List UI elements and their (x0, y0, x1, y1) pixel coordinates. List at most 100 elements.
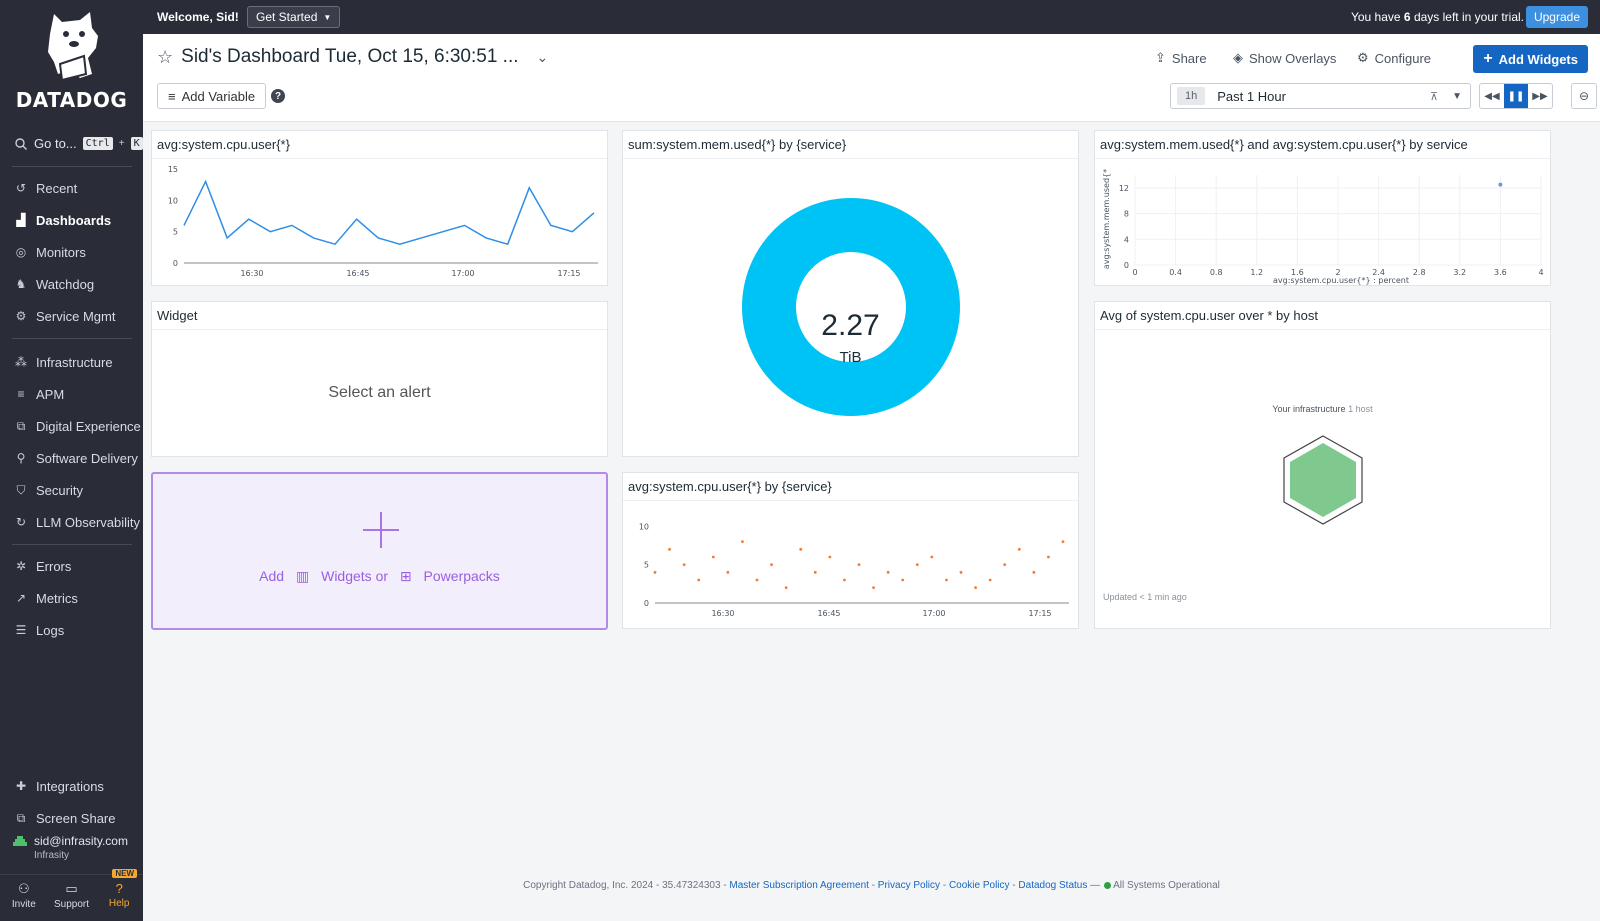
x-tick-label: 2.4 (1372, 268, 1385, 277)
chevron-down-icon[interactable]: ⌄ (536, 48, 549, 65)
sidebar-item-apm[interactable]: ≡ APM (14, 384, 64, 404)
page-title[interactable]: Sid's Dashboard Tue, Oct 15, 6:30:51 ... (181, 46, 519, 67)
sidebar-item-label: Infrastructure (36, 354, 113, 370)
add-widgets-button[interactable]: + Add Widgets (1473, 45, 1588, 73)
scatter-point (1498, 182, 1503, 187)
new-badge: NEW (112, 869, 138, 878)
sidebar-item-dashboards[interactable]: ▟ Dashboards (14, 210, 111, 230)
widget-hostmap[interactable]: Avg of system.cpu.user over * by host Yo… (1094, 301, 1551, 629)
scatter-point (697, 578, 701, 582)
sidebar-item-llm-observability[interactable]: ↻ LLM Observability (14, 512, 140, 532)
get-started-button[interactable]: Get Started ▼ (247, 6, 341, 28)
sidebar-item-metrics[interactable]: ↗ Metrics (14, 588, 78, 608)
upgrade-button[interactable]: Upgrade (1525, 6, 1588, 28)
sidebar-item-digital-experience[interactable]: ⧉ Digital Experience (14, 416, 141, 436)
add-widgets-dropzone[interactable]: Add ▥ Widgets or ⊞ Powerpacks (151, 472, 608, 630)
trial-notice: You have 6 days left in your trial. (1351, 10, 1524, 24)
sidebar-item-service-mgmt[interactable]: ⚙ Service Mgmt (14, 306, 116, 326)
y-tick-label: 15 (168, 165, 178, 174)
infrastructure-label: Your infrastructure 1 host (1095, 404, 1550, 414)
infra-label-text: Your infrastructure (1272, 404, 1346, 414)
bar-chart-icon: ▥ (295, 568, 310, 584)
chevron-down-icon: ▼ (323, 12, 332, 22)
scatter-point (784, 586, 788, 590)
widget-mem-donut[interactable]: sum:system.mem.used{*} by {service} 2.27… (622, 130, 1079, 457)
scatter-point (668, 547, 671, 551)
zoom-out-icon[interactable]: ⊖ (1571, 83, 1597, 109)
cookie-link[interactable]: Cookie Policy (948, 880, 1010, 891)
add-variable-button[interactable]: ≡ Add Variable (157, 83, 267, 109)
datadog-logo[interactable]: DATADOG (0, 6, 143, 116)
donut-value: 2.27 (821, 309, 880, 342)
widgets-text[interactable]: Widgets or (321, 568, 389, 584)
share-button[interactable]: ⇪ Share (1155, 50, 1207, 66)
widget-cpu-timeseries[interactable]: avg:system.cpu.user{*} 15 10 5 0 16:30 16:45 1… (151, 130, 608, 286)
pin-icon[interactable]: ⊼ (1430, 90, 1439, 103)
rewind-icon[interactable]: ◀◀ (1484, 90, 1500, 102)
nav-divider (12, 544, 132, 545)
y-axis-label: avg:system.mem.used{* (1102, 169, 1111, 269)
scatter-point (959, 570, 963, 574)
trial-suffix: days left in your trial. (1410, 10, 1524, 24)
privacy-link[interactable]: Privacy Policy (877, 880, 941, 891)
datadog-wordmark: DATADOG (15, 88, 128, 112)
user-avatar-icon (12, 834, 28, 853)
security-icon: ⛉ (16, 482, 26, 497)
trial-prefix: You have (1350, 10, 1404, 24)
help-button[interactable]: NEW ? Help (95, 869, 143, 921)
status-link[interactable]: Datadog Status (1018, 880, 1088, 891)
monitors-icon: ◎ (15, 245, 27, 259)
show-overlays-button[interactable]: ◈ Show Overlays (1233, 50, 1336, 66)
scatter-point (915, 563, 919, 567)
sidebar-item-software-delivery[interactable]: ⚲ Software Delivery (14, 448, 138, 468)
widget-scatter[interactable]: avg:system.mem.used{*} and avg:system.cp… (1094, 130, 1551, 286)
get-started-label: Get Started (256, 10, 318, 24)
widget-cpu-service[interactable]: avg:system.cpu.user{*} by {service} 10 5 0… (622, 472, 1079, 629)
dashboard-header: ☆ Sid's Dashboard Tue, Oct 15, 6:30:51 .… (143, 34, 1600, 122)
star-icon[interactable]: ☆ (157, 46, 174, 67)
host-hexagon[interactable] (1281, 434, 1365, 526)
scatter-point (1017, 547, 1021, 551)
donut-slice-service (742, 198, 960, 416)
sidebar-item-screen-share[interactable]: ⧉ Screen Share (14, 808, 116, 828)
y-tick-label: 0 (644, 599, 649, 608)
fast-forward-icon[interactable]: ▶▶ (1532, 90, 1548, 102)
widget-title: avg:system.cpu.user{*} by {service} (623, 473, 1078, 501)
plus-icon: + (1483, 50, 1493, 67)
pause-icon[interactable]: ❚❚ (1504, 84, 1528, 108)
scatter-point (755, 578, 759, 582)
footer: Copyright Datadog, Inc. 2024 - 35.473243… (523, 880, 1220, 891)
service-mgmt-icon: ⚙ (15, 309, 27, 323)
configure-button[interactable]: ⚙ Configure (1357, 50, 1431, 66)
sidebar-item-watchdog[interactable]: ♞ Watchdog (14, 274, 94, 294)
gear-icon: ⚙ (1357, 50, 1369, 65)
dashboard-title-area: ☆ Sid's Dashboard Tue, Oct 15, 6:30:51 .… (157, 46, 548, 68)
sidebar-item-logs[interactable]: ☰ Logs (14, 620, 65, 640)
chevron-down-icon[interactable]: ▼ (1452, 90, 1462, 102)
time-picker[interactable]: 1h Past 1 Hour ⊼ ▼ (1170, 83, 1471, 109)
msa-link[interactable]: Master Subscription Agreement (729, 880, 869, 891)
help-icon[interactable]: ? (271, 89, 285, 103)
goto-search[interactable]: Go to... Ctrl + K (14, 136, 143, 151)
sidebar-item-integrations[interactable]: ✚ Integrations (14, 776, 104, 796)
sidebar-item-recent[interactable]: ↺ Recent (14, 178, 77, 198)
support-button[interactable]: ▭ Support (48, 875, 96, 921)
widget-alert[interactable]: Widget Select an alert (151, 301, 608, 457)
sidebar-item-errors[interactable]: ✲ Errors (14, 556, 71, 576)
scatter-point (741, 540, 744, 544)
invite-button[interactable]: ⚇ Invite (0, 875, 48, 921)
select-alert-placeholder[interactable]: Select an alert (328, 384, 431, 401)
sidebar-item-security[interactable]: ⛉ Security (14, 480, 82, 500)
scatter-point (770, 563, 773, 567)
status-dot (1104, 881, 1112, 889)
top-bar: Welcome, Sid! Get Started ▼ You have 6 d… (143, 0, 1600, 34)
x-tick-label: 16:30 (711, 609, 734, 618)
user-profile[interactable]: sid@infrasity.com Infrasity (12, 834, 128, 861)
sidebar-item-monitors[interactable]: ◎ Monitors (14, 242, 86, 262)
powerpacks-text[interactable]: Powerpacks (423, 568, 500, 584)
sidebar-item-infrastructure[interactable]: ⁂ Infrastructure (14, 352, 113, 372)
sidebar-item-label: Digital Experience (36, 418, 141, 434)
operational-text: All Systems Operational (1113, 880, 1220, 891)
scatter-point (988, 578, 992, 582)
powerpack-icon: ⊞ (399, 568, 412, 584)
